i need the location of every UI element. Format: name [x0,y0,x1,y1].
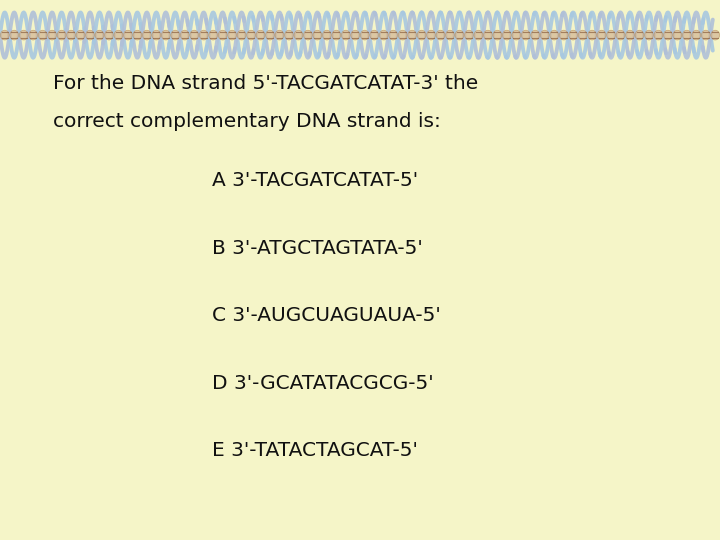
Ellipse shape [10,30,19,40]
Ellipse shape [503,30,511,40]
Ellipse shape [104,30,113,40]
Ellipse shape [228,30,236,40]
Ellipse shape [48,30,56,40]
Ellipse shape [398,30,407,40]
Ellipse shape [559,30,568,40]
Ellipse shape [209,30,217,40]
Ellipse shape [304,30,312,40]
Ellipse shape [474,30,482,40]
Ellipse shape [76,30,85,40]
Ellipse shape [361,30,369,40]
Ellipse shape [152,30,161,40]
Ellipse shape [521,30,530,40]
Ellipse shape [199,30,208,40]
Ellipse shape [616,30,625,40]
Ellipse shape [578,30,587,40]
Ellipse shape [266,30,274,40]
Ellipse shape [418,30,426,40]
Text: D 3'-GCATATACGCG-5': D 3'-GCATATACGCG-5' [212,374,434,393]
Ellipse shape [275,30,284,40]
Ellipse shape [607,30,616,40]
Ellipse shape [351,30,359,40]
Ellipse shape [238,30,246,40]
Ellipse shape [635,30,644,40]
Ellipse shape [512,30,521,40]
Ellipse shape [67,30,76,40]
Ellipse shape [379,30,388,40]
Ellipse shape [683,30,691,40]
Ellipse shape [427,30,436,40]
Ellipse shape [161,30,170,40]
Text: correct complementary DNA strand is:: correct complementary DNA strand is: [53,112,441,131]
Ellipse shape [143,30,151,40]
Ellipse shape [455,30,464,40]
Ellipse shape [484,30,492,40]
Ellipse shape [38,30,47,40]
Ellipse shape [692,30,701,40]
Ellipse shape [541,30,549,40]
Ellipse shape [446,30,454,40]
Ellipse shape [569,30,577,40]
Ellipse shape [323,30,331,40]
Ellipse shape [464,30,473,40]
Ellipse shape [531,30,539,40]
Ellipse shape [711,30,719,40]
Ellipse shape [313,30,322,40]
Text: For the DNA strand 5'-TACGATCATAT-3' the: For the DNA strand 5'-TACGATCATAT-3' the [53,74,478,93]
Ellipse shape [133,30,142,40]
Ellipse shape [19,30,28,40]
Ellipse shape [654,30,662,40]
Ellipse shape [29,30,37,40]
Ellipse shape [370,30,379,40]
Ellipse shape [332,30,341,40]
Ellipse shape [190,30,199,40]
Ellipse shape [256,30,265,40]
Ellipse shape [673,30,682,40]
Ellipse shape [95,30,104,40]
Ellipse shape [86,30,94,40]
Ellipse shape [598,30,606,40]
Ellipse shape [644,30,653,40]
Ellipse shape [1,30,9,40]
Ellipse shape [588,30,596,40]
Ellipse shape [389,30,397,40]
Ellipse shape [218,30,227,40]
Ellipse shape [550,30,559,40]
Ellipse shape [124,30,132,40]
Ellipse shape [171,30,179,40]
Ellipse shape [58,30,66,40]
Ellipse shape [408,30,416,40]
Ellipse shape [294,30,302,40]
Ellipse shape [181,30,189,40]
Ellipse shape [247,30,256,40]
Ellipse shape [284,30,293,40]
Text: E 3'-TATACTAGCAT-5': E 3'-TATACTAGCAT-5' [212,441,418,461]
Text: A 3'-TACGATCATAT-5': A 3'-TACGATCATAT-5' [212,171,418,191]
Ellipse shape [341,30,350,40]
Ellipse shape [493,30,502,40]
Ellipse shape [436,30,445,40]
Ellipse shape [664,30,672,40]
Text: B 3'-ATGCTAGTATA-5': B 3'-ATGCTAGTATA-5' [212,239,423,258]
Ellipse shape [114,30,122,40]
Ellipse shape [701,30,710,40]
Text: C 3'-AUGCUAGUAUA-5': C 3'-AUGCUAGUAUA-5' [212,306,441,326]
Ellipse shape [626,30,634,40]
